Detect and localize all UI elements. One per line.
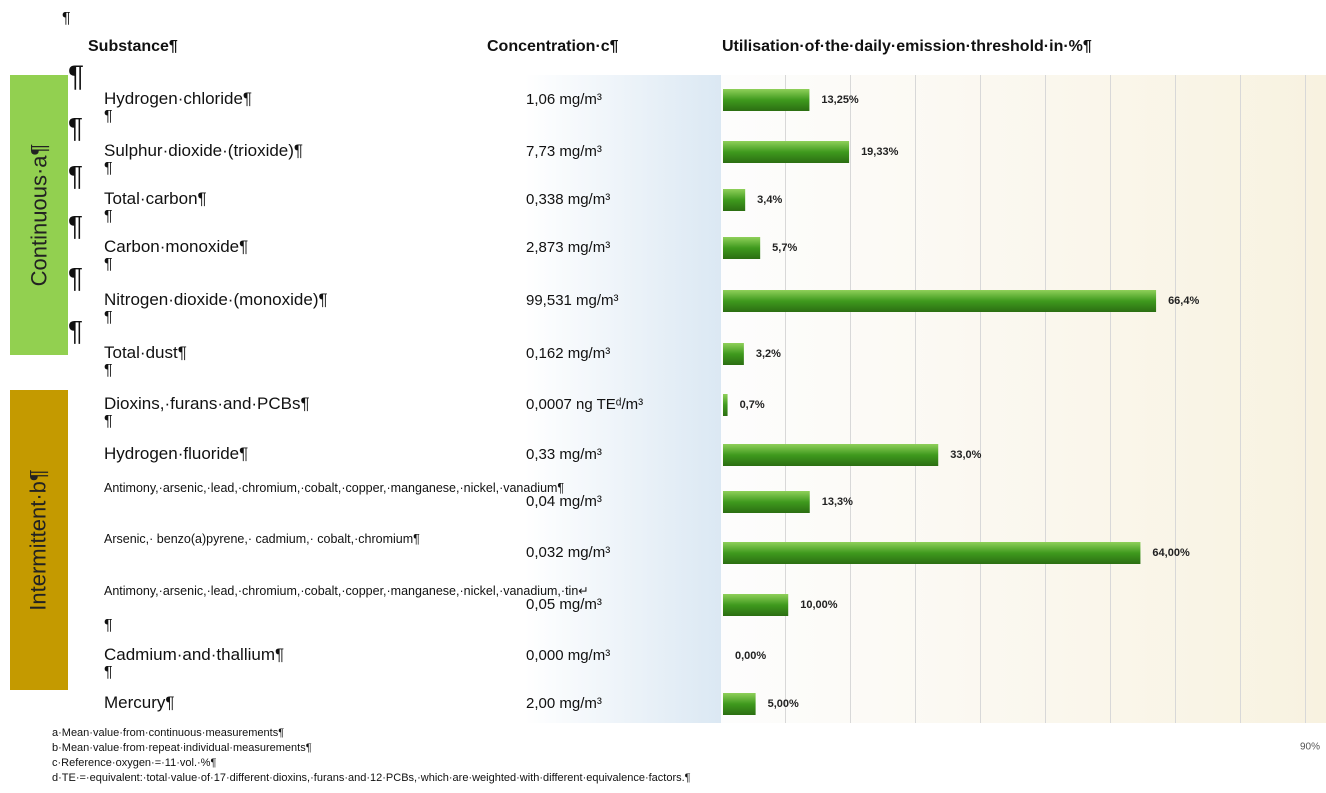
bar xyxy=(723,189,746,211)
substance-header: Substance¶ xyxy=(88,38,178,55)
bar-label: 0,7% xyxy=(740,399,765,411)
bar-label: 0,00% xyxy=(735,650,766,662)
bar-label: 33,0% xyxy=(950,449,981,461)
concentration: 1,06 mg/m³ xyxy=(526,91,602,108)
concentration: 0,000 mg/m³ xyxy=(526,647,611,664)
substance: Mercury¶ xyxy=(104,693,175,712)
pilcrow: ¶ xyxy=(68,210,84,241)
concentration: 2,873 mg/m³ xyxy=(526,239,611,256)
footnote: d·TE·=·equivalent:·total·value·of·17·dif… xyxy=(52,772,691,784)
pilcrow: ¶ xyxy=(68,112,84,143)
bar-label: 64,00% xyxy=(1152,547,1190,559)
bar-label: 5,00% xyxy=(768,698,799,710)
pilcrow: ¶ xyxy=(68,315,84,346)
pilcrow: ¶ xyxy=(104,362,113,379)
footnote: a·Mean·value·from·continuous·measurement… xyxy=(52,727,285,739)
concentration: 0,04 mg/m³ xyxy=(526,493,602,510)
concentration: 2,00 mg/m³ xyxy=(526,695,602,712)
substance: Antimony,·arsenic,·lead,·chromium,·cobal… xyxy=(104,481,565,495)
concentration-background xyxy=(525,75,721,723)
chart-background xyxy=(721,75,1326,723)
bar xyxy=(723,237,761,259)
substance: Cadmium·and·thallium¶ xyxy=(104,645,285,664)
substance: Hydrogen·fluoride¶ xyxy=(104,444,249,463)
bar-label: 3,4% xyxy=(757,194,782,206)
concentration: 0,33 mg/m³ xyxy=(526,446,602,463)
pilcrow: ¶ xyxy=(104,413,113,430)
utilisation-header: Utilisation·of·the·daily·emission·thresh… xyxy=(722,38,1092,55)
bar xyxy=(723,444,939,466)
concentration: 0,0007 ng TEᵈ/m³ xyxy=(526,396,644,413)
bar-label: 13,25% xyxy=(821,94,859,106)
substance: Antimony,·arsenic,·lead,·chromium,·cobal… xyxy=(104,584,589,598)
concentration: 0,05 mg/m³ xyxy=(526,596,602,613)
bar xyxy=(723,491,810,513)
pilcrow: ¶ xyxy=(68,160,84,191)
pilcrow: ¶ xyxy=(104,309,113,326)
footnote: c·Reference·oxygen·=·11·vol.·%¶ xyxy=(52,757,217,769)
concentration-header: Concentration·c¶ xyxy=(487,38,619,55)
concentration: 0,338 mg/m³ xyxy=(526,191,611,208)
concentration: 0,032 mg/m³ xyxy=(526,544,611,561)
bar xyxy=(723,141,850,163)
pilcrow: ¶ xyxy=(104,664,113,681)
bar xyxy=(723,343,744,365)
bar-label: 13,3% xyxy=(822,496,853,508)
pilcrow: ¶ xyxy=(104,617,113,634)
bar xyxy=(723,542,1141,564)
bar-label: 3,2% xyxy=(756,348,781,360)
bar xyxy=(723,594,789,616)
bar-label: 10,00% xyxy=(800,599,838,611)
substance: Dioxins,·furans·and·PCBs¶ xyxy=(104,394,310,413)
bar xyxy=(723,394,728,416)
substance: Carbon·monoxide¶ xyxy=(104,237,249,256)
bar-label: 5,7% xyxy=(772,242,797,254)
bar-label: 19,33% xyxy=(861,146,899,158)
x-tick-label: 90% xyxy=(1300,742,1320,753)
pilcrow: ¶ xyxy=(68,262,84,293)
bar xyxy=(723,290,1157,312)
substance: Sulphur·dioxide·(trioxide)¶ xyxy=(104,141,304,160)
pilcrow: ¶ xyxy=(104,160,113,177)
bar xyxy=(723,693,756,715)
pilcrow: ¶ xyxy=(62,10,71,27)
concentration: 0,162 mg/m³ xyxy=(526,345,611,362)
substance: Total·dust¶ xyxy=(104,343,187,362)
pilcrow: ¶ xyxy=(68,60,85,93)
substance: Total·carbon¶ xyxy=(104,189,207,208)
substance: Arsenic,· benzo(a)pyrene,· cadmium,· cob… xyxy=(104,532,420,546)
substance: Hydrogen·chloride¶ xyxy=(104,89,253,108)
concentration: 99,531 mg/m³ xyxy=(526,292,619,309)
pilcrow: ¶ xyxy=(104,256,113,273)
group-continuous: Continuous·a¶ xyxy=(10,75,68,355)
pilcrow: ¶ xyxy=(104,208,113,225)
concentration: 7,73 mg/m³ xyxy=(526,143,602,160)
group-intermittent: Intermittent·b¶ xyxy=(10,390,68,690)
bar xyxy=(723,89,810,111)
pilcrow: ¶ xyxy=(104,108,113,125)
substance: Nitrogen·dioxide·(monoxide)¶ xyxy=(104,290,328,309)
bar-label: 66,4% xyxy=(1168,295,1199,307)
footnote: b·Mean·value·from·repeat·individual·meas… xyxy=(52,742,312,754)
